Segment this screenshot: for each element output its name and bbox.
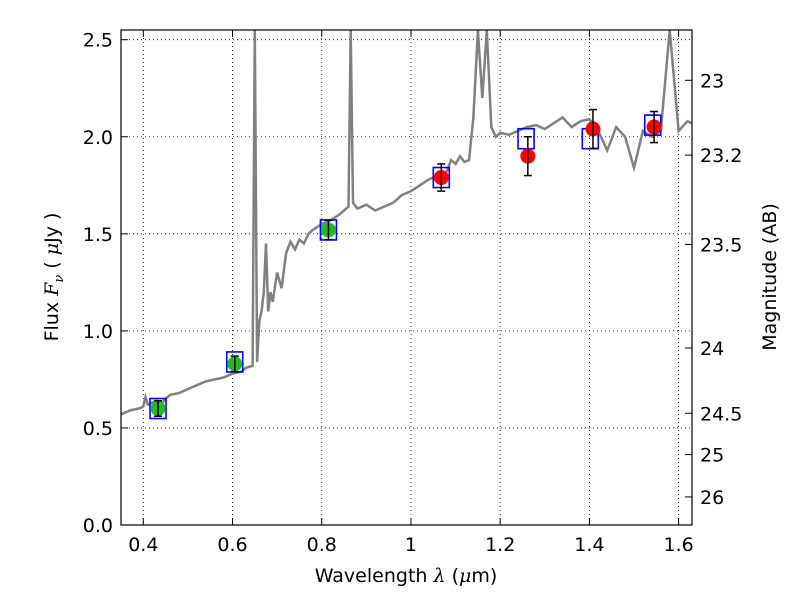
y-tick-label: 2.0 [83,127,113,149]
y2-tick-label: 24.5 [700,403,742,425]
x-tick-label: 1 [405,534,417,556]
model-photometry-square [517,127,535,150]
y2-tick-label: 23.5 [700,234,742,256]
x-tick-label: 1.4 [574,534,604,556]
grid-lines [121,30,692,526]
error-bars [154,108,659,418]
x-axis-ticks: 0.4 0.6 0.8 1 1.2 1.4 1.6 [128,30,694,556]
model-photometry-markers [149,114,662,420]
y-tick-label: 2.5 [83,30,113,52]
y-tick-label: 0.0 [83,515,113,537]
y-axis-ticks: 0.0 0.5 1.0 1.5 2.0 2.5 [83,30,128,537]
x-tick-label: 0.8 [307,534,337,556]
model-photometry-square [149,397,167,420]
y2-tick-label: 25 [700,445,724,467]
y2-tick-label: 23.2 [700,145,742,167]
y2-tick-label: 23 [700,70,724,92]
y-axis-label: Flux Fν ( μJy ) [41,213,67,342]
plot-frame [120,29,693,526]
x-tick-label: 1.6 [664,534,694,556]
y2-tick-label: 26 [700,487,724,509]
x-axis-label: Wavelength λ (μm) [315,565,498,587]
x-tick-label: 0.4 [128,534,158,556]
x-tick-label: 1.2 [485,534,515,556]
y2-axis-ticks: 23 23.2 23.5 24 24.5 25 26 [685,70,742,509]
model-spectrum-line [121,30,692,416]
y2-tick-label: 24 [700,338,724,360]
y-tick-label: 0.5 [83,418,113,440]
x-tick-label: 0.6 [217,534,247,556]
y-tick-label: 1.0 [83,321,113,343]
y2-axis-label: Magnitude (AB) [759,203,781,351]
y-tick-label: 1.5 [83,224,113,246]
